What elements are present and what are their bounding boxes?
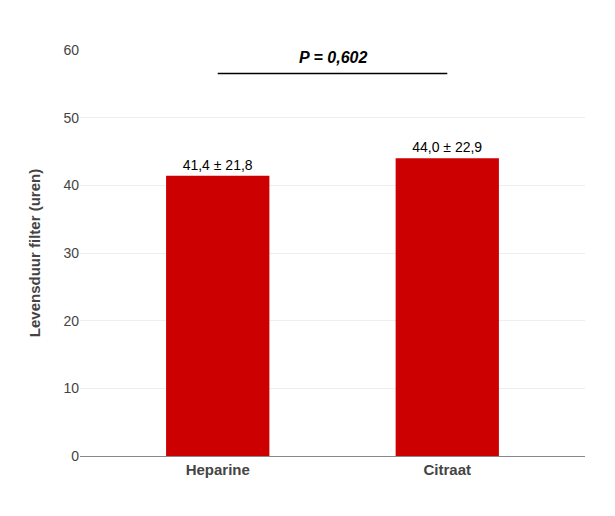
- svg-text:30: 30: [63, 245, 79, 261]
- svg-text:0: 0: [71, 448, 79, 464]
- svg-text:41,4 ± 21,8: 41,4 ± 21,8: [183, 157, 253, 173]
- svg-text:Citraat: Citraat: [424, 461, 472, 478]
- svg-text:50: 50: [63, 110, 79, 126]
- svg-text:40: 40: [63, 177, 79, 193]
- svg-text:10: 10: [63, 380, 79, 396]
- svg-text:60: 60: [63, 42, 79, 58]
- svg-text:Heparine: Heparine: [186, 461, 250, 478]
- svg-text:P = 0,602: P = 0,602: [299, 49, 367, 66]
- svg-text:20: 20: [63, 313, 79, 329]
- svg-text:Levensduur filter (uren): Levensduur filter (uren): [26, 169, 43, 337]
- svg-text:44,0 ± 22,9: 44,0 ± 22,9: [412, 139, 482, 155]
